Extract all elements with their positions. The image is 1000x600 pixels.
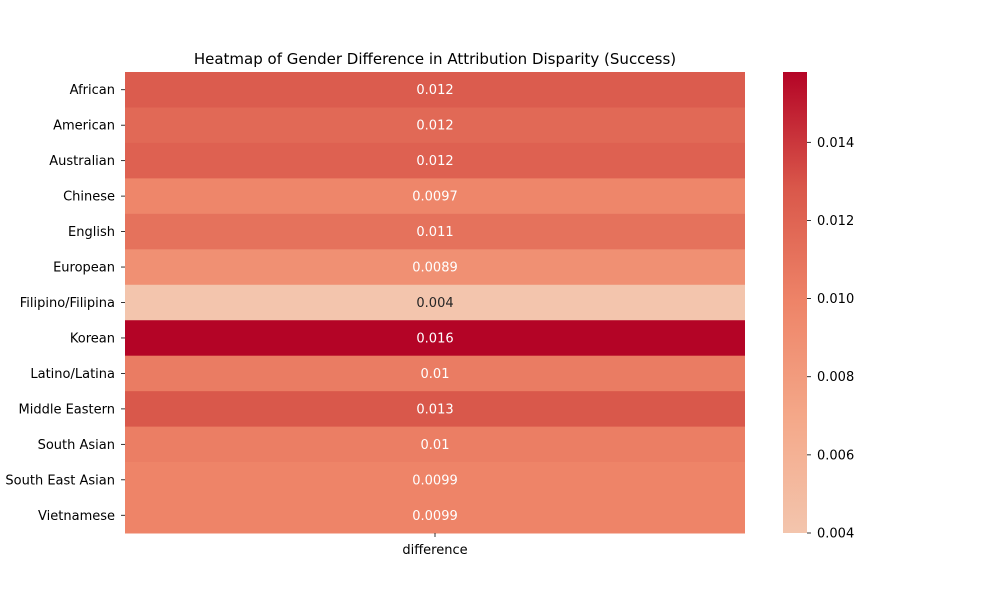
row-label: African: [70, 83, 115, 98]
colorbar-tick-label: 0.006: [817, 448, 854, 463]
cell-annotation: 0.0097: [412, 190, 458, 205]
cell-annotation: 0.011: [416, 225, 453, 240]
row-label: American: [53, 119, 115, 134]
colorbar-tick-label: 0.004: [817, 527, 854, 542]
heatmap-cell: [125, 213, 745, 250]
heatmap-cell: [125, 107, 745, 144]
heatmap-cell: [125, 249, 745, 286]
cell-annotation: 0.01: [421, 438, 450, 453]
cell-annotation: 0.016: [416, 331, 453, 346]
heatmap-cell: [125, 320, 745, 357]
colorbar-tick-label: 0.014: [817, 136, 854, 151]
row-label: Middle Eastern: [19, 402, 115, 417]
row-label: South Asian: [38, 438, 115, 453]
row-label: Australian: [49, 154, 115, 169]
cell-annotation: 0.004: [416, 296, 453, 311]
row-label: Filipino/Filipina: [20, 296, 115, 311]
row-label: English: [68, 225, 115, 240]
column-label: difference: [402, 543, 467, 558]
cell-annotation: 0.0099: [412, 473, 458, 488]
column-labels: difference: [402, 533, 468, 558]
heatmap-cell: [125, 142, 745, 179]
row-label: Latino/Latina: [30, 367, 115, 382]
colorbar-ticks: 0.004 0.006 0.008 0.010 0.012 0.014: [807, 136, 854, 542]
row-label: South East Asian: [5, 473, 115, 488]
colorbar-tick-label: 0.010: [817, 292, 854, 307]
heatmap-cell: [125, 72, 745, 108]
row-label: Korean: [70, 331, 115, 346]
chart-title: Heatmap of Gender Difference in Attribut…: [194, 50, 676, 68]
colorbar-tick-label: 0.008: [817, 370, 854, 385]
heatmap-cell: [125, 462, 745, 499]
cell-annotation: 0.0099: [412, 509, 458, 524]
heatmap-cell: [125, 426, 745, 463]
heatmap-cell: [125, 178, 745, 215]
heatmap-cell: [125, 355, 745, 392]
row-label: Vietnamese: [38, 509, 115, 524]
heatmap-cell: [125, 497, 745, 534]
heatmap-cell: [125, 391, 745, 428]
cell-annotation: 0.012: [416, 119, 453, 134]
cell-annotation: 0.013: [416, 402, 453, 417]
cell-annotation: 0.012: [416, 154, 453, 169]
heatmap-cells: 0.012 0.012 0.012 0.0097 0.011 0.0089 0.004 0.0…: [125, 72, 745, 534]
row-labels: African American Australian Chinese English E…: [5, 83, 125, 524]
cell-annotation: 0.01: [421, 367, 450, 382]
row-label: Chinese: [63, 190, 115, 205]
row-label: European: [53, 261, 115, 276]
cell-annotation: 0.012: [416, 83, 453, 98]
cell-annotation: 0.0089: [412, 261, 458, 276]
heatmap-cell: [125, 284, 745, 321]
colorbar-tick-label: 0.012: [817, 214, 854, 229]
colorbar: [783, 72, 807, 533]
